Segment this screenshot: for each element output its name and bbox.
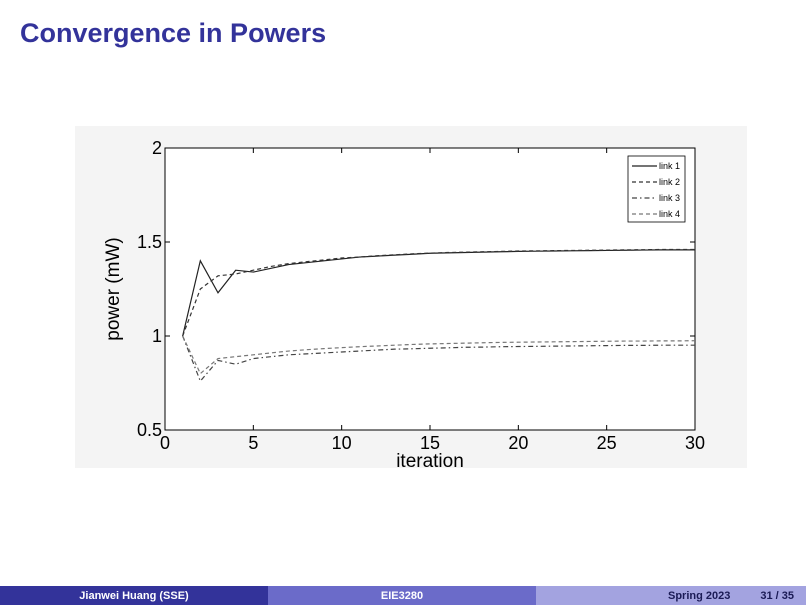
legend-label-1: link 1 (659, 161, 680, 171)
plot-area (164, 147, 696, 431)
x-tick-label: 30 (685, 433, 705, 453)
chart-figure: 0 5 10 15 20 25 30 0.5 1 1.5 2 iteration power (mW) l… (75, 126, 747, 468)
y-tick-label: 1 (152, 326, 162, 346)
y-tick-label: 1.5 (137, 232, 162, 252)
x-tick-label: 25 (597, 433, 617, 453)
slide-title: Convergence in Powers (20, 18, 327, 48)
legend-label-4: link 4 (659, 209, 680, 219)
legend-label-3: link 3 (659, 193, 680, 203)
series-line-3 (182, 335, 695, 383)
x-axis-label: iteration (396, 451, 464, 468)
y-axis-label: power (mW) (103, 237, 124, 340)
footer-right: Spring 2023 31 / 35 (536, 586, 806, 605)
footer-page-number: 31 / 35 (760, 589, 794, 602)
power-convergence-chart: 0 5 10 15 20 25 30 0.5 1 1.5 2 iteration power (mW) l… (103, 138, 705, 468)
x-tick-label: 5 (248, 433, 258, 453)
x-tick-label: 15 (420, 433, 440, 453)
x-tick-label: 0 (160, 433, 170, 453)
y-tick-label: 2 (152, 138, 162, 158)
legend-label-2: link 2 (659, 177, 680, 187)
x-tick-label: 10 (332, 433, 352, 453)
footer-term: Spring 2023 (668, 589, 731, 602)
legend-box (627, 155, 686, 223)
footer-bar: Jianwei Huang (SSE) EIE3280 Spring 2023 … (0, 586, 806, 605)
series-line-2 (182, 248, 695, 337)
footer-author: Jianwei Huang (SSE) (0, 586, 268, 605)
footer-course: EIE3280 (268, 586, 536, 605)
y-tick-label: 0.5 (137, 420, 162, 440)
x-tick-label: 20 (508, 433, 528, 453)
series-line-4 (182, 335, 696, 375)
